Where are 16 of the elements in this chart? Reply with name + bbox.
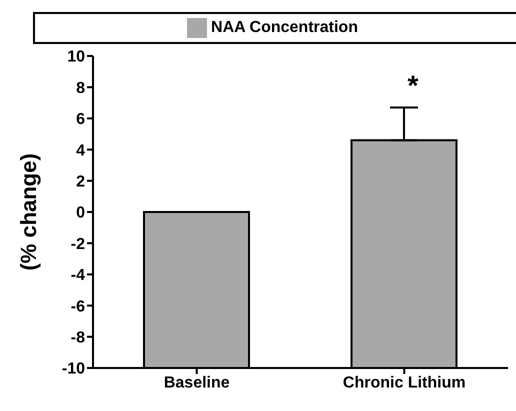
y-tick-label: 2 (76, 173, 86, 190)
y-tick-label: -8 (70, 329, 86, 346)
y-tick-label: -6 (70, 298, 86, 316)
y-tick-label: -4 (70, 267, 86, 284)
y-tick-label: 10 (67, 48, 86, 66)
y-tick-label: -2 (70, 236, 86, 253)
x-tick-label: Chronic Lithium (342, 374, 466, 392)
y-tick-label: -10 (62, 360, 86, 378)
y-tick-label: 4 (76, 142, 86, 160)
annotation: * (406, 70, 420, 102)
x-tick-label: Baseline (164, 374, 230, 392)
y-tick-label: 0 (76, 204, 86, 222)
legend-label: NAA Concentration (211, 19, 358, 36)
y-axis-title: (% change) (16, 153, 41, 271)
y-tick-label: 8 (76, 80, 86, 97)
y-tick-label: 6 (76, 111, 86, 128)
